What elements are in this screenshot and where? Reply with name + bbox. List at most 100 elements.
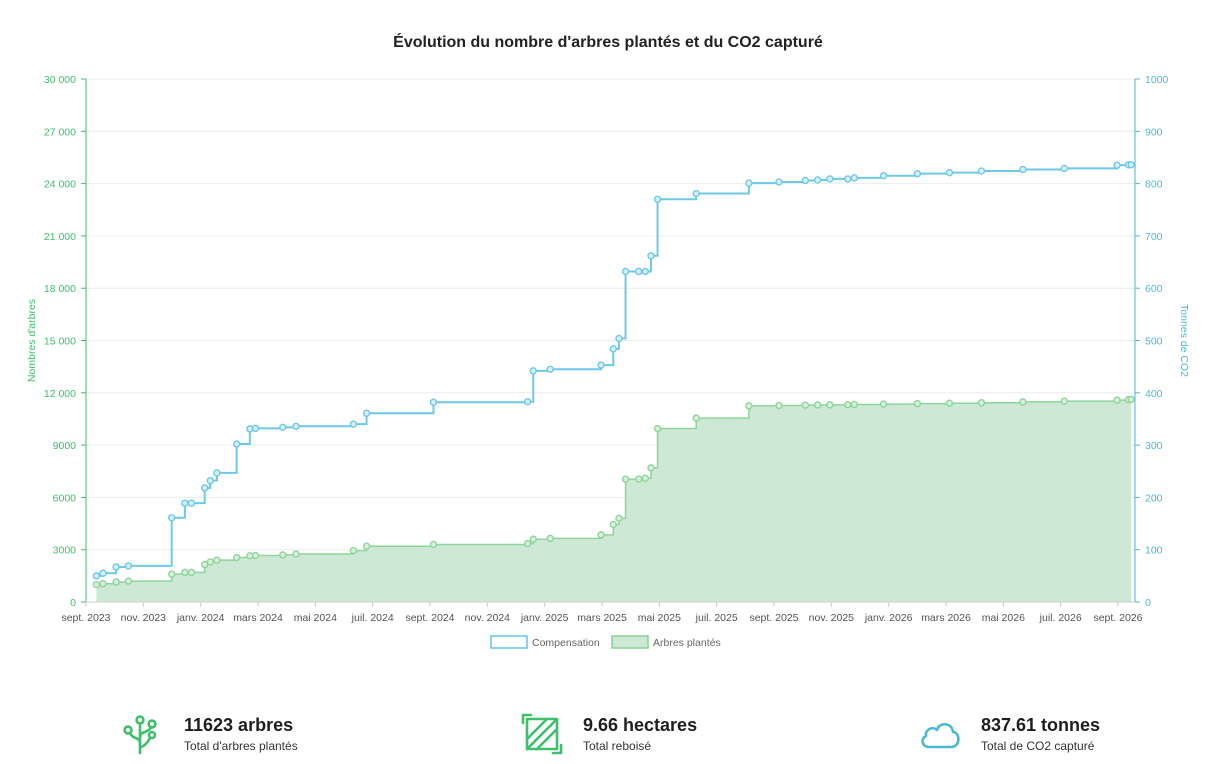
data-point bbox=[844, 175, 852, 183]
data-point bbox=[251, 424, 260, 433]
data-point bbox=[913, 169, 922, 178]
data-point bbox=[653, 195, 662, 203]
data-point bbox=[349, 420, 358, 428]
y-left-tick-label: 6000 bbox=[53, 492, 77, 504]
stat-trees-value: 11623 arbres bbox=[184, 715, 294, 735]
summary-stats: 11623 arbres Total d'arbres plantés 9.66… bbox=[0, 705, 1216, 761]
y-right-tick-label: 900 bbox=[1145, 126, 1163, 138]
y-right-tick-label: 100 bbox=[1145, 545, 1163, 557]
x-tick-label: janv. 2026 bbox=[864, 612, 913, 624]
y-left-tick-label: 9000 bbox=[53, 440, 77, 452]
stat-co2-value: 837.61 tonnes bbox=[981, 715, 1101, 735]
data-point bbox=[200, 560, 209, 569]
y-left-tick-label: 0 bbox=[70, 597, 76, 609]
data-point bbox=[292, 422, 300, 430]
data-point bbox=[635, 267, 643, 276]
y-right-tick-label: 200 bbox=[1145, 492, 1163, 504]
y-left-axis-title: Nombres d'arbres bbox=[26, 299, 38, 382]
x-tick-label: sept. 2025 bbox=[749, 612, 798, 624]
data-point bbox=[635, 475, 643, 483]
data-point bbox=[977, 399, 986, 407]
data-point bbox=[1060, 164, 1069, 173]
data-point bbox=[1060, 397, 1069, 405]
data-point bbox=[213, 469, 221, 477]
data-point bbox=[99, 579, 107, 588]
y-right-tick-label: 300 bbox=[1145, 440, 1163, 452]
data-point bbox=[609, 520, 617, 529]
data-point bbox=[597, 531, 605, 539]
y-left-tick-label: 12 000 bbox=[44, 388, 76, 400]
x-tick-label: janv. 2025 bbox=[520, 612, 569, 624]
y-left-tick-label: 18 000 bbox=[44, 283, 76, 295]
data-point bbox=[945, 168, 954, 177]
stat-co2-label: Total de CO2 capturé bbox=[981, 739, 1095, 753]
data-point bbox=[251, 551, 260, 560]
x-tick-label: nov. 2023 bbox=[121, 612, 167, 624]
data-point bbox=[641, 474, 650, 482]
data-point bbox=[775, 401, 783, 410]
data-point bbox=[813, 401, 822, 409]
x-tick-label: mars 2025 bbox=[577, 612, 627, 624]
y-left-tick-label: 21 000 bbox=[44, 231, 76, 243]
y-left-tick-label: 27 000 bbox=[44, 126, 76, 138]
data-point bbox=[92, 572, 101, 580]
legend-label-arbres: Arbres plantés bbox=[653, 637, 721, 649]
data-point bbox=[167, 514, 176, 522]
data-point bbox=[232, 440, 241, 448]
data-point bbox=[429, 398, 438, 406]
x-tick-label: sept. 2026 bbox=[1093, 612, 1142, 624]
data-point bbox=[206, 558, 214, 566]
x-tick-label: sept. 2024 bbox=[405, 612, 454, 624]
x-tick-label: sept. 2023 bbox=[61, 612, 110, 624]
data-point bbox=[92, 580, 101, 589]
data-point bbox=[200, 484, 209, 492]
data-point bbox=[615, 334, 623, 343]
data-point bbox=[187, 568, 196, 577]
x-tick-label: mars 2026 bbox=[921, 612, 971, 624]
data-point bbox=[279, 551, 287, 559]
stat-area-value: 9.66 hectares bbox=[583, 715, 698, 735]
data-point bbox=[692, 189, 700, 198]
data-point bbox=[523, 539, 532, 548]
y-right-tick-label: 800 bbox=[1145, 179, 1163, 191]
data-point bbox=[1113, 161, 1121, 169]
data-point bbox=[529, 367, 537, 375]
data-point bbox=[1113, 396, 1121, 404]
data-point bbox=[692, 414, 700, 422]
data-point bbox=[1127, 161, 1135, 169]
data-point bbox=[1019, 165, 1027, 174]
x-tick-label: nov. 2024 bbox=[465, 612, 511, 624]
legend-label-compensation: Compensation bbox=[532, 637, 600, 649]
co2-trees-chart: 0 0 3000 100 6000 200 9000 300 12 000 400 15 000 50… bbox=[26, 74, 1190, 649]
legend-swatch-compensation bbox=[490, 635, 528, 649]
data-point bbox=[232, 553, 241, 562]
data-point bbox=[844, 400, 852, 409]
data-point bbox=[167, 570, 176, 578]
data-point bbox=[653, 424, 662, 433]
data-point bbox=[879, 400, 888, 408]
data-point bbox=[745, 179, 753, 187]
y-right-tick-label: 400 bbox=[1145, 388, 1163, 400]
data-point bbox=[99, 569, 107, 577]
y-right-tick-label: 600 bbox=[1145, 283, 1163, 295]
data-point bbox=[349, 546, 358, 555]
data-point bbox=[181, 568, 189, 577]
tree-icon bbox=[123, 715, 157, 755]
data-point bbox=[641, 267, 650, 276]
data-point bbox=[775, 178, 783, 186]
y-right-tick-label: 700 bbox=[1145, 231, 1163, 243]
data-point bbox=[745, 402, 753, 410]
data-point bbox=[813, 176, 822, 184]
data-point bbox=[429, 540, 438, 549]
legend-swatch-arbres bbox=[611, 635, 649, 649]
cloud-icon bbox=[921, 722, 960, 749]
data-point bbox=[213, 556, 221, 564]
data-point bbox=[523, 397, 532, 406]
data-point bbox=[913, 399, 922, 408]
data-point bbox=[546, 534, 554, 543]
x-tick-label: mai 2024 bbox=[294, 612, 337, 624]
data-point bbox=[826, 175, 834, 183]
data-point bbox=[279, 423, 287, 432]
y-right-tick-label: 1000 bbox=[1145, 74, 1169, 86]
data-point bbox=[1019, 398, 1027, 406]
